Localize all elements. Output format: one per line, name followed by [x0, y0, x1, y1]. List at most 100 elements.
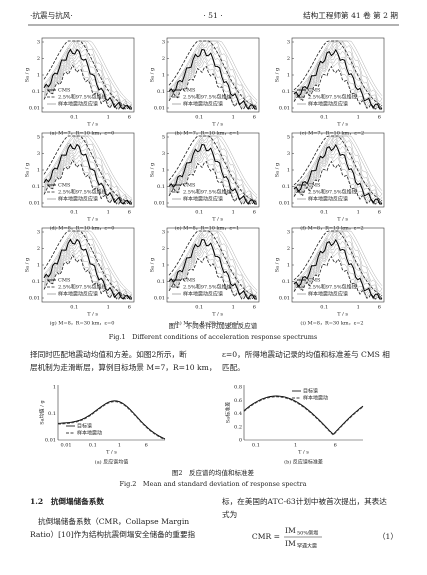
text: 1 — [232, 115, 235, 121]
cms — [293, 238, 382, 300]
text: 0.1 — [320, 115, 328, 121]
text: 1 — [53, 385, 56, 391]
text: Fig.1 Different conditions of accelerati… — [109, 333, 318, 341]
text: 0.01 — [45, 438, 56, 444]
text: 1 — [162, 263, 165, 269]
text: 0.01 — [154, 106, 165, 112]
sample-spectrum — [293, 141, 383, 205]
sample-curve — [57, 401, 166, 441]
text: 0.6 — [234, 398, 242, 404]
text: 0.1 — [195, 210, 203, 216]
text: CMR = — [252, 532, 280, 541]
envelope — [293, 65, 383, 110]
text: 2.5%和97.5%包络线 — [58, 284, 107, 291]
sample-spectrum — [168, 230, 258, 291]
envelope — [168, 135, 258, 203]
text: 3 — [162, 40, 165, 46]
sample-spectrum — [168, 136, 258, 204]
text: 标，在美国的ATC-63计划中被首次提出，其表达 — [222, 496, 387, 506]
text: T / s — [337, 122, 348, 128]
envelope — [43, 40, 133, 109]
sample-spectrum — [168, 143, 257, 205]
envelope — [43, 230, 133, 299]
text: Sa / g — [25, 162, 31, 177]
text: 1 — [162, 73, 165, 79]
text: 0.01 — [279, 296, 290, 302]
text: 2 — [287, 56, 290, 62]
text: Sa / g — [25, 67, 31, 82]
envelope — [168, 230, 258, 298]
text: (i) M=8，R=30 km，ε=2 — [300, 320, 363, 327]
envelope — [43, 64, 133, 110]
text: 0.8 — [234, 385, 242, 391]
sample-spectrum — [43, 249, 133, 300]
text: 0.1 — [282, 89, 290, 95]
text: Sa / g — [150, 257, 156, 272]
sample-spectrum — [43, 45, 133, 110]
text: 0.1 — [157, 279, 165, 285]
text: T / s — [212, 312, 223, 318]
envelope — [293, 135, 383, 201]
sample-spectrum — [43, 156, 133, 205]
sample-spectrum — [43, 154, 133, 205]
sample-spectrum — [293, 46, 383, 110]
text: T / s — [212, 217, 223, 223]
text: 1 — [37, 263, 40, 269]
text: 2 — [37, 246, 40, 252]
text: 6 — [378, 305, 381, 311]
text: T / s — [87, 217, 98, 223]
cms — [43, 48, 132, 110]
text: 样本地震动反应谱 — [308, 291, 348, 298]
text: 0.01 — [154, 296, 165, 302]
sample-spectrum — [43, 40, 133, 104]
text: Sa / g — [150, 67, 156, 82]
text: 3 — [287, 40, 290, 46]
text: 2.5%和97.5%包络线 — [58, 189, 107, 196]
cms — [43, 143, 132, 205]
text: 样本地震动反应谱 — [58, 291, 98, 298]
text: 3 — [287, 151, 290, 157]
text: 0 — [239, 438, 242, 444]
text: 样本地震动反应谱 — [183, 291, 223, 298]
text: 0.1 — [195, 305, 203, 311]
text: 1 — [287, 168, 290, 174]
text: 0.1 — [70, 115, 78, 121]
text: 0.1 — [32, 279, 40, 285]
text: 1 — [118, 443, 121, 449]
text: 0.1 — [70, 305, 78, 311]
text: 0.01 — [279, 106, 290, 112]
text: 0.1 — [282, 184, 290, 190]
text: Sa均值 / g — [39, 399, 46, 424]
text: Sa / g — [275, 257, 281, 272]
sample-spectrum — [43, 49, 132, 110]
text: 目标谱 — [303, 388, 318, 395]
text: 图2 反应谱的均值和标准差 — [172, 468, 255, 477]
text: 1 — [162, 168, 165, 174]
text: T / s — [87, 312, 98, 318]
text: 0.01 — [29, 296, 40, 302]
text: 0.1 — [320, 305, 328, 311]
sample-spectrum — [43, 251, 133, 300]
text: Sa / g — [150, 162, 156, 177]
target-curve — [243, 395, 364, 435]
text: 2.5%和97.5%包络线 — [308, 189, 357, 196]
text: 0.1 — [157, 184, 165, 190]
envelope — [168, 255, 258, 300]
cms — [43, 238, 132, 300]
sample-spectrum — [293, 41, 383, 106]
text: 0.01 — [29, 201, 40, 207]
envelope — [293, 230, 383, 296]
text: 0.01 — [29, 106, 40, 112]
text: 0.1 — [70, 210, 78, 216]
text: 0.1 — [320, 210, 328, 216]
cms — [168, 48, 257, 110]
text: 1 — [357, 305, 360, 311]
cms — [168, 143, 257, 205]
sample-spectrum — [43, 235, 133, 300]
text: ε=0，所得地震动记录的均值和标准差与 CMS 相 — [222, 349, 390, 359]
text: 目标谱 — [77, 423, 92, 430]
text: 样本地震动 — [303, 395, 328, 402]
text: 6 — [128, 115, 131, 121]
text: 1 — [287, 73, 290, 79]
text: 6 — [128, 210, 131, 216]
